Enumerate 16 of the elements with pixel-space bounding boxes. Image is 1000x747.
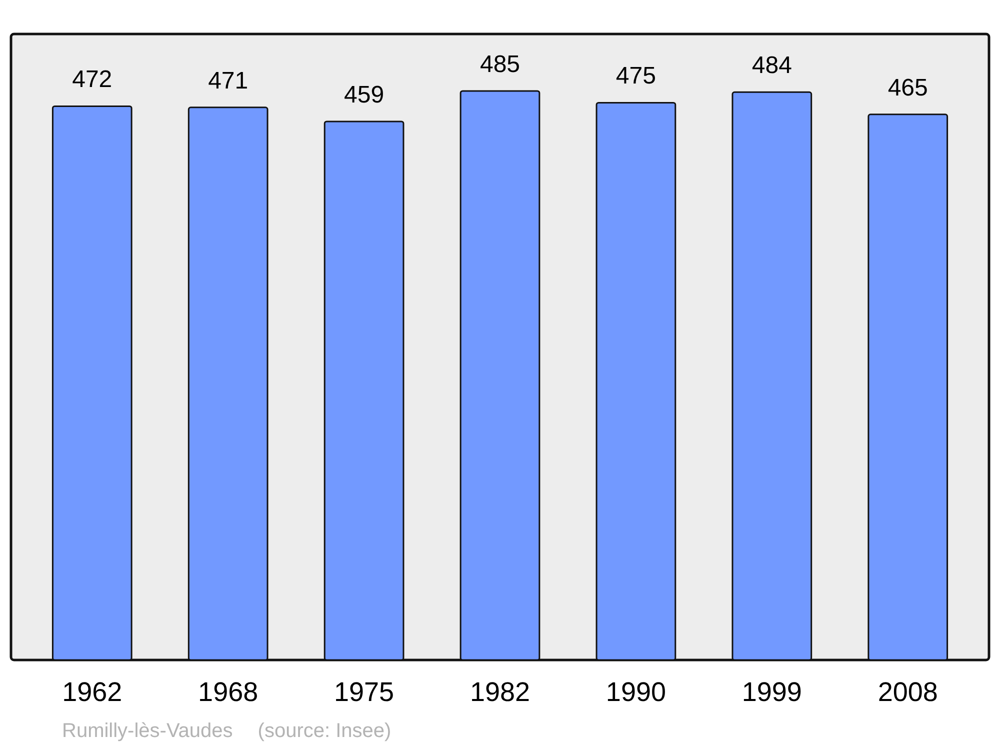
text: (source: Insee) [258, 720, 392, 742]
x-tick-label: 1975 [334, 677, 394, 708]
data-label: 459 [344, 81, 384, 108]
x-tick-label: 2008 [878, 677, 938, 708]
data-label: 472 [72, 66, 112, 94]
data-label: 485 [480, 50, 520, 78]
data-label: 475 [616, 62, 656, 90]
text: Rumilly-lès-Vaudes [62, 720, 233, 742]
x-tick-label: 1962 [62, 677, 122, 708]
data-label: 471 [208, 67, 248, 94]
x-tick-label: 1968 [198, 677, 258, 708]
x-tick-label: 1982 [470, 677, 530, 708]
data-label: 465 [888, 74, 928, 102]
data-label: 484 [752, 52, 792, 80]
x-tick-label: 1999 [742, 677, 802, 708]
x-tick-label: 1990 [606, 677, 666, 708]
